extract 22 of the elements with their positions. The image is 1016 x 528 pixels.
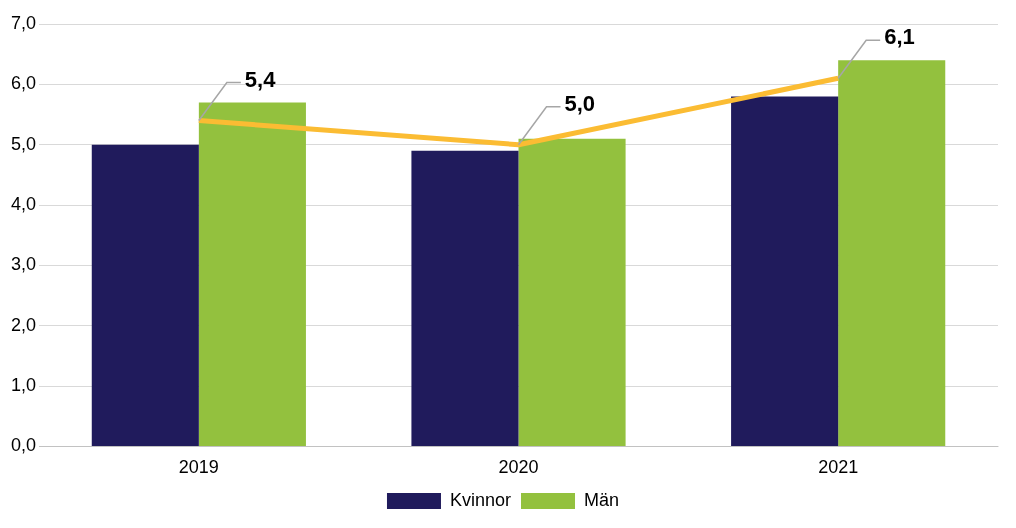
data-label: 5,4	[244, 66, 277, 92]
y-tick-label: 6,0	[10, 73, 37, 94]
y-tick-label: 3,0	[10, 254, 37, 275]
legend-label: Män	[584, 489, 620, 510]
x-tick-label: 2019	[178, 457, 219, 478]
data-label: 6,1	[884, 24, 915, 50]
y-tick-label: 2,0	[10, 314, 37, 335]
data-label: 5,0	[564, 90, 596, 116]
y-tick-label: 0,0	[10, 435, 37, 456]
x-tick-label: 2020	[498, 457, 539, 478]
bar	[731, 96, 839, 446]
bar	[518, 138, 626, 446]
y-tick-label: 7,0	[10, 12, 37, 33]
x-tick-label: 2021	[818, 457, 859, 478]
y-tick-label: 1,0	[10, 375, 37, 396]
legend-label: Kvinnor	[449, 489, 512, 510]
bar	[198, 102, 306, 446]
bar	[838, 60, 946, 446]
bar	[411, 150, 519, 446]
y-tick-label: 4,0	[10, 194, 37, 214]
bar	[91, 144, 199, 446]
y-tick-label: 5,0	[10, 133, 37, 154]
